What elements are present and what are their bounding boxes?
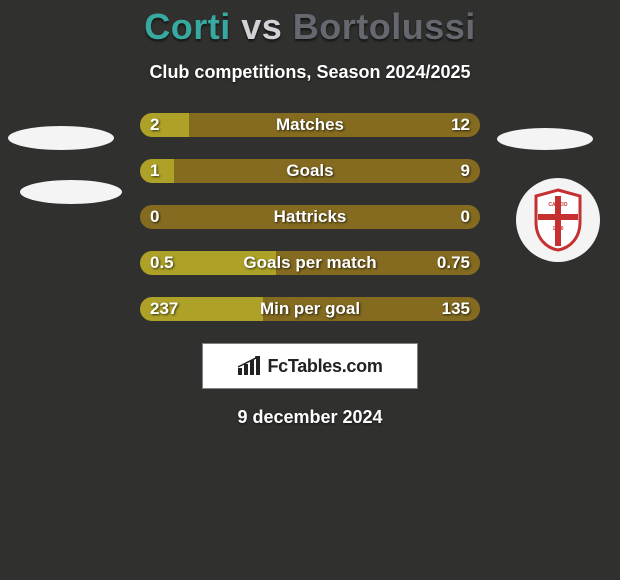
bar-value-right: 0.75 <box>437 251 470 275</box>
left-logo-ellipse-1 <box>8 126 114 150</box>
bar-value-left: 2 <box>150 113 159 137</box>
title-left: Corti <box>144 6 241 47</box>
stat-row-matches: 2 Matches 12 <box>140 113 480 137</box>
bar-value-right: 0 <box>461 205 470 229</box>
bar-label: Matches <box>276 113 344 137</box>
date-text: 9 december 2024 <box>0 407 620 428</box>
bar-value-left: 0 <box>150 205 159 229</box>
badge-text: FcTables.com <box>267 356 382 377</box>
padova-shield-icon: CALCIO 1910 <box>532 188 584 252</box>
subtitle: Club competitions, Season 2024/2025 <box>0 62 620 83</box>
bar-value-left: 1 <box>150 159 159 183</box>
page-title: Corti vs Bortolussi <box>0 0 620 48</box>
stat-row-goals-per-match: 0.5 Goals per match 0.75 <box>140 251 480 275</box>
right-team-logo: CALCIO 1910 <box>516 178 600 262</box>
bar-value-right: 9 <box>461 159 470 183</box>
stat-bars: 2 Matches 12 1 Goals 9 0 Hattricks 0 0.5 Goals per… <box>140 113 480 321</box>
bar-label: Hattricks <box>274 205 347 229</box>
bar-label: Min per goal <box>260 297 360 321</box>
stat-row-min-per-goal: 237 Min per goal 135 <box>140 297 480 321</box>
bar-value-left: 0.5 <box>150 251 174 275</box>
svg-text:CALCIO: CALCIO <box>548 202 567 208</box>
left-logo-ellipse-2 <box>20 180 122 204</box>
bar-chart-icon <box>237 356 261 376</box>
bar-left-fill <box>140 113 189 137</box>
bar-label: Goals per match <box>243 251 376 275</box>
bar-label: Goals <box>286 159 333 183</box>
fctables-badge[interactable]: FcTables.com <box>202 343 418 389</box>
title-right: Bortolussi <box>293 6 476 47</box>
title-vs: vs <box>241 6 293 47</box>
bar-value-right: 12 <box>451 113 470 137</box>
right-logo-ellipse <box>497 128 593 150</box>
stat-row-goals: 1 Goals 9 <box>140 159 480 183</box>
svg-text:1910: 1910 <box>552 226 563 232</box>
bar-value-left: 237 <box>150 297 178 321</box>
stat-row-hattricks: 0 Hattricks 0 <box>140 205 480 229</box>
comparison-card: Corti vs Bortolussi Club competitions, S… <box>0 0 620 434</box>
bar-value-right: 135 <box>442 297 470 321</box>
